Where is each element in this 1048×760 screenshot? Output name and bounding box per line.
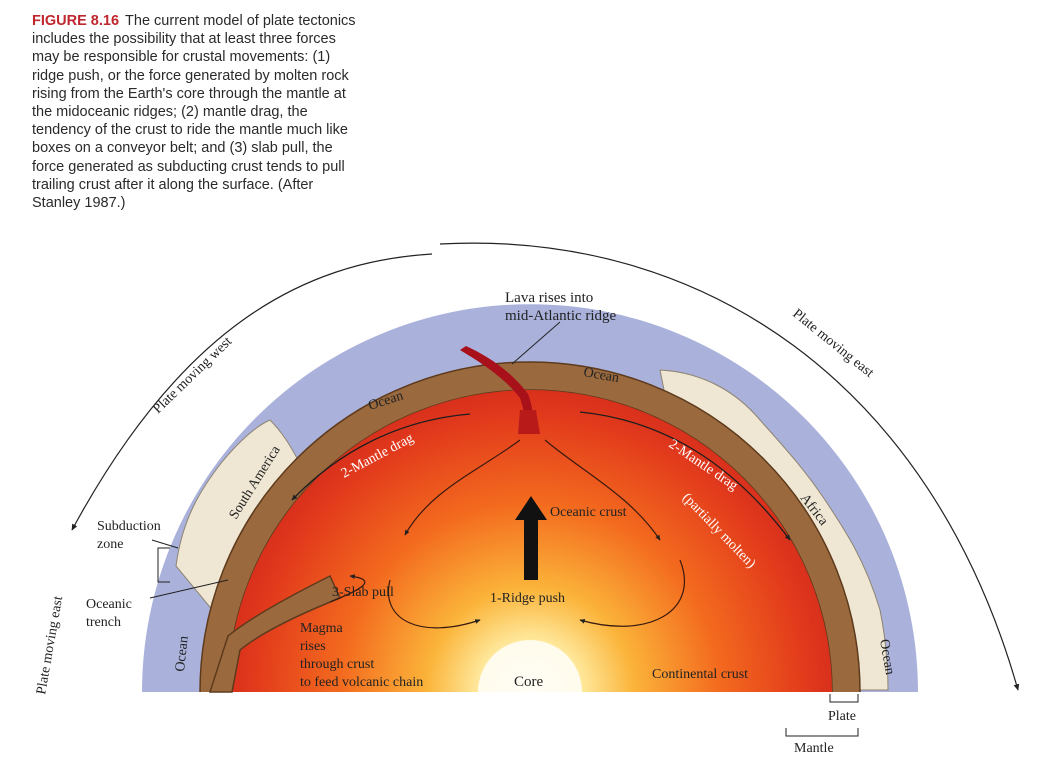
- crust-arrow-left: [291, 413, 471, 501]
- magma-label-line4: to feed volcanic chain: [300, 675, 423, 690]
- core-label: Core: [514, 674, 544, 690]
- trench-label-line1: Oceanic: [86, 597, 132, 612]
- convection-arrow-1: [404, 439, 521, 536]
- ocean-label-center: Ocean: [582, 365, 620, 386]
- figure-caption: FIGURE 8.16 The current model of plate te…: [32, 12, 362, 212]
- magma-label-line1: Magma: [300, 621, 344, 636]
- trench-label-line2: trench: [86, 615, 121, 630]
- plate-bracket: [829, 694, 859, 703]
- trench-pointer: [149, 579, 229, 599]
- subduction-bracket: [157, 547, 170, 583]
- plate-label: Plate: [828, 709, 856, 724]
- plate-east-arc: [439, 242, 1020, 691]
- core: [478, 640, 582, 692]
- convection-arrow-5: [329, 574, 366, 603]
- lava-label-line1: Lava rises into: [505, 290, 593, 306]
- figure-label: FIGURE 8.16: [32, 13, 120, 29]
- continental-crust-label: Continental crust: [652, 667, 748, 682]
- magma-label-line2: rises: [300, 639, 326, 654]
- magma-label-line3: through crust: [300, 657, 374, 672]
- convection-arrow-4: [579, 559, 686, 627]
- caption-text: The current model of plate tectonics inc…: [32, 13, 356, 212]
- plate-west-label: Plate moving west: [150, 334, 235, 417]
- mantle-bracket: [785, 728, 859, 737]
- plate-east-left-label: Plate moving east: [34, 595, 66, 696]
- convection-arrow-3: [387, 579, 481, 629]
- subduction-label-line2: zone: [97, 537, 123, 552]
- ridge-push-label: 1-Ridge push: [490, 591, 565, 606]
- slab-pull-label: 3-Slab pull: [332, 585, 394, 600]
- subduction-pointer: [151, 539, 179, 549]
- lava-label-line2: mid-Atlantic ridge: [505, 308, 617, 324]
- ocean-label-left-bottom: Ocean: [173, 635, 192, 672]
- crust-outer-edge: [199, 361, 861, 693]
- lava-pointer: [511, 321, 561, 365]
- ridge-push-arrow: [515, 496, 547, 580]
- lava-vent: [518, 410, 540, 434]
- mantle-label: Mantle: [794, 741, 834, 756]
- oceanic-crust-label: Oceanic crust: [550, 505, 627, 520]
- convection-arrow-2: [544, 439, 661, 541]
- subduction-label-line1: Subduction: [97, 519, 161, 534]
- plate-east-right-label: Plate moving east: [789, 306, 876, 380]
- ocean-label-right-bottom: Ocean: [876, 638, 897, 676]
- crust-arrow-right: [579, 411, 791, 541]
- plate-west-arc: [71, 253, 433, 531]
